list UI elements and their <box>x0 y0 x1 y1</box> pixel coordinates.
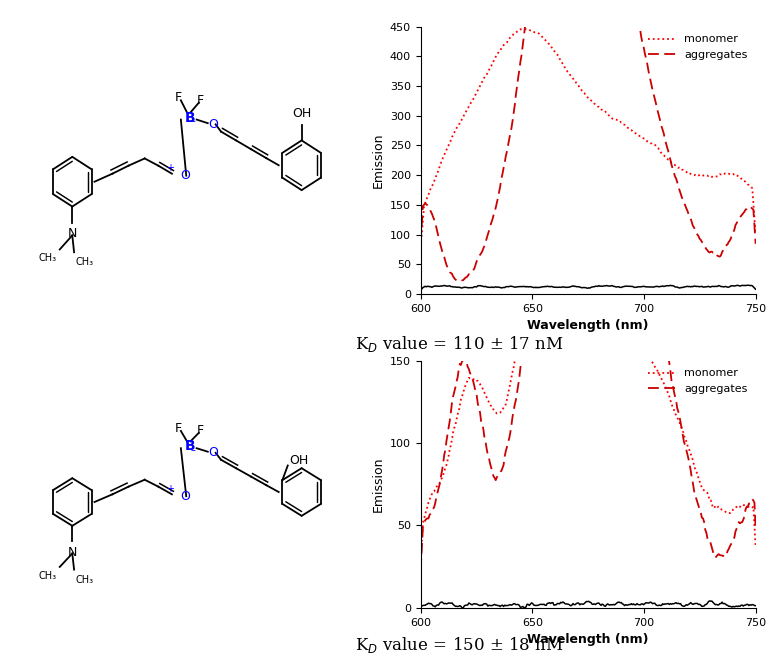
Legend: monomer, aggregates: monomer, aggregates <box>646 366 750 396</box>
Text: OH: OH <box>292 108 312 120</box>
X-axis label: Wavelength (nm): Wavelength (nm) <box>527 633 649 646</box>
Text: +: + <box>167 164 174 174</box>
aggregates <box>416 566 425 574</box>
monomer <box>700 171 709 179</box>
aggregates <box>606 132 615 140</box>
Text: N: N <box>68 227 77 240</box>
monomer <box>416 556 425 564</box>
Line: monomer: monomer <box>421 29 756 246</box>
monomer <box>751 544 760 552</box>
Text: O: O <box>180 169 190 182</box>
Text: F: F <box>175 422 182 435</box>
monomer <box>556 156 566 164</box>
Text: K$_{D}$ value = 110 ± 17 nM: K$_{D}$ value = 110 ± 17 nM <box>355 334 564 354</box>
monomer <box>700 486 709 494</box>
monomer <box>417 230 426 238</box>
Text: CH₃: CH₃ <box>76 257 94 267</box>
monomer <box>616 294 626 302</box>
Text: CH₃: CH₃ <box>76 574 94 584</box>
monomer <box>417 538 426 546</box>
Text: O: O <box>209 118 218 131</box>
aggregates <box>455 277 464 285</box>
Text: N: N <box>68 546 77 559</box>
monomer <box>416 242 425 250</box>
monomer <box>616 119 626 127</box>
aggregates <box>700 242 710 250</box>
aggregates <box>722 241 731 249</box>
Line: aggregates: aggregates <box>421 0 756 281</box>
Text: –: – <box>191 117 196 126</box>
Y-axis label: Emission: Emission <box>372 456 384 512</box>
monomer <box>721 170 730 178</box>
Text: B: B <box>185 111 196 124</box>
Text: F: F <box>196 424 204 437</box>
aggregates <box>751 240 760 248</box>
monomer <box>615 118 625 126</box>
Legend: monomer, aggregates: monomer, aggregates <box>646 32 750 62</box>
aggregates <box>700 518 709 526</box>
Text: O: O <box>209 446 218 460</box>
aggregates <box>417 220 426 228</box>
aggregates <box>751 527 760 535</box>
monomer <box>622 123 632 131</box>
Text: –: – <box>191 445 196 455</box>
aggregates <box>616 134 626 142</box>
Text: F: F <box>175 91 182 104</box>
Line: monomer: monomer <box>421 160 756 560</box>
aggregates <box>615 134 625 142</box>
Y-axis label: Emission: Emission <box>372 132 384 188</box>
monomer <box>751 230 760 238</box>
Text: CH₃: CH₃ <box>38 570 56 580</box>
aggregates <box>622 145 632 153</box>
aggregates <box>721 549 730 557</box>
Text: OH: OH <box>290 454 308 467</box>
monomer <box>615 292 625 300</box>
Text: O: O <box>180 490 190 503</box>
Text: K$_{D}$ value = 150 ± 18 nM: K$_{D}$ value = 150 ± 18 nM <box>355 635 564 655</box>
Text: F: F <box>196 94 204 107</box>
Text: +: + <box>167 484 174 494</box>
monomer <box>622 305 632 313</box>
X-axis label: Wavelength (nm): Wavelength (nm) <box>527 319 649 332</box>
monomer <box>721 508 730 516</box>
monomer <box>521 25 530 33</box>
Text: CH₃: CH₃ <box>38 253 56 263</box>
Line: aggregates: aggregates <box>421 136 756 570</box>
aggregates <box>417 545 426 553</box>
aggregates <box>416 238 425 246</box>
Text: B: B <box>185 440 196 454</box>
